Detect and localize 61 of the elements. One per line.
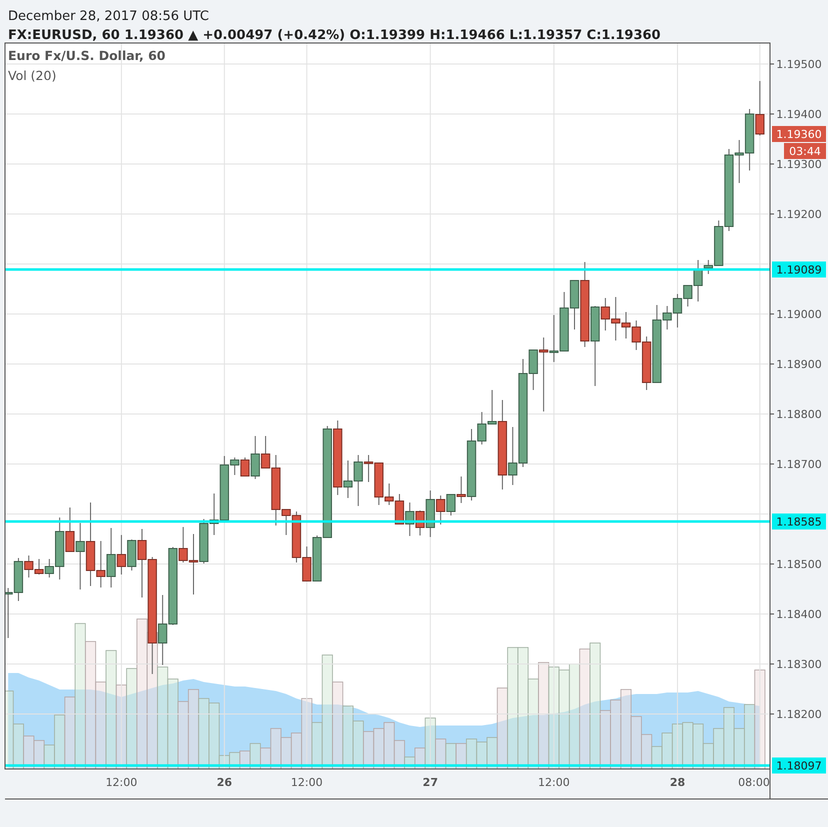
ref-line-label: 1.19089 bbox=[776, 264, 822, 276]
bar bbox=[188, 689, 200, 769]
bar bbox=[558, 670, 570, 769]
x-tick-label: 12:00 bbox=[106, 776, 138, 789]
candlestick bbox=[250, 436, 260, 480]
y-tick-label: 1.18700 bbox=[776, 458, 822, 471]
bar bbox=[208, 702, 220, 769]
y-tick-label: 1.19000 bbox=[776, 308, 822, 321]
bar bbox=[517, 647, 529, 769]
candlestick bbox=[456, 476, 466, 504]
bar bbox=[352, 720, 364, 769]
bar bbox=[568, 664, 580, 769]
x-tick-label: 12:00 bbox=[538, 776, 570, 789]
candlestick bbox=[755, 80, 764, 136]
x-tick-label: 12:00 bbox=[290, 776, 323, 789]
y-tick-label: 1.18300 bbox=[776, 658, 822, 671]
bar bbox=[157, 666, 168, 769]
ref-line-label: 1.18097 bbox=[776, 760, 822, 772]
bar bbox=[590, 642, 601, 769]
chart-subtitle: Euro Fx/U.S. Dollar, 60 bbox=[8, 48, 166, 63]
y-tick-label: 1.18200 bbox=[776, 708, 822, 721]
y-tick-label: 1.19200 bbox=[776, 208, 822, 221]
bar bbox=[178, 701, 189, 769]
chart-title: Vol (20) bbox=[8, 68, 56, 83]
candlestick bbox=[76, 522, 85, 590]
y-tick-label: 1.18900 bbox=[776, 358, 822, 371]
text: December 28, 2017 08:56 UTC bbox=[8, 9, 209, 24]
annotation: 1.19360 bbox=[776, 128, 822, 141]
candlestick bbox=[116, 534, 126, 575]
chart-title: FX:EURUSD, 60 1.19360 ▲ +0.00497 (+0.42%) O:1.19399 H:1.19466 L:1.19357 C:1.19360 bbox=[8, 28, 661, 43]
y-tick-label: 1.18800 bbox=[776, 408, 822, 421]
bar bbox=[538, 662, 550, 769]
bar bbox=[507, 647, 518, 769]
x-tick-label: 26 bbox=[216, 776, 232, 789]
y-tick-label: 1.19500 bbox=[776, 58, 822, 71]
candlestick bbox=[538, 337, 548, 412]
bar bbox=[610, 700, 622, 769]
x-tick-label: 28 bbox=[670, 776, 686, 789]
bar bbox=[54, 714, 66, 769]
candlestick bbox=[240, 457, 250, 476]
candlestick bbox=[106, 528, 116, 588]
x-tick-label: 08:00 bbox=[738, 776, 770, 789]
x-tick-label: 27 bbox=[422, 776, 438, 789]
text: 03:44 bbox=[789, 145, 821, 158]
candlestick bbox=[65, 507, 75, 552]
bar bbox=[620, 689, 632, 769]
y-tick-label: 1.19300 bbox=[776, 158, 822, 171]
bar bbox=[85, 641, 96, 769]
y-tick-label: 1.18500 bbox=[776, 558, 822, 571]
bar bbox=[332, 682, 344, 769]
bar bbox=[126, 668, 138, 769]
y-tick-label: 1.19400 bbox=[776, 108, 822, 121]
candlestick bbox=[436, 495, 446, 525]
bar bbox=[74, 623, 86, 769]
bar bbox=[692, 724, 704, 769]
bar bbox=[106, 650, 117, 769]
ref-line-label: 1.18585 bbox=[776, 516, 822, 528]
y-tick-label: 1.18400 bbox=[776, 608, 822, 621]
bar bbox=[384, 722, 395, 769]
bar bbox=[136, 618, 148, 769]
candlestick bbox=[446, 494, 456, 516]
